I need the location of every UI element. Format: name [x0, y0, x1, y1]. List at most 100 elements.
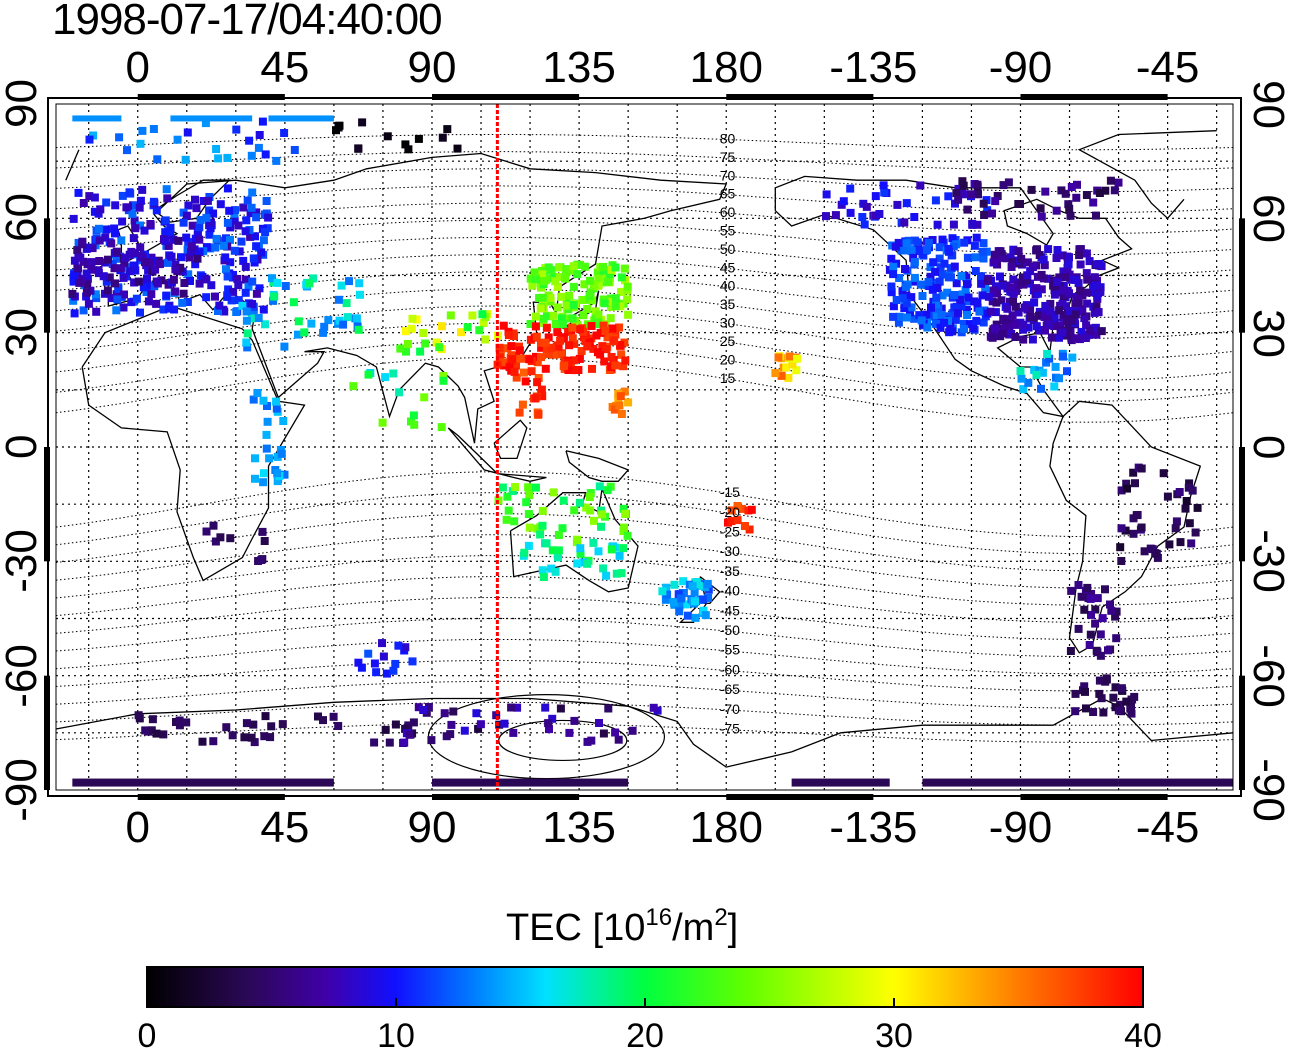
tec-pixel — [279, 417, 288, 425]
x-tick-bottom: -90 — [988, 803, 1053, 852]
tec-pixel — [1091, 619, 1100, 628]
tec-pixel — [943, 288, 952, 297]
tec-pixel — [518, 400, 527, 409]
contour-label: -35 — [720, 563, 740, 579]
australia-coast — [509, 486, 639, 593]
tec-pixel — [959, 181, 968, 190]
tec-pixel — [228, 731, 237, 740]
tec-pixel — [82, 288, 91, 297]
tec-pixel — [103, 286, 112, 295]
tec-pixel — [616, 341, 625, 349]
tec-pixel — [1041, 326, 1049, 335]
tec-pixel — [524, 510, 533, 518]
tec-pixel — [583, 305, 592, 313]
contour-label: -15 — [720, 484, 740, 500]
tec-pixel — [1111, 683, 1120, 692]
tec-pixel — [252, 289, 261, 298]
tec-pixel — [237, 237, 246, 246]
tec-pixel — [1037, 285, 1046, 294]
tec-pixel — [129, 234, 138, 243]
tec-pixel — [1055, 306, 1064, 315]
tec-pixel — [424, 703, 433, 711]
tec-pixel — [931, 267, 940, 276]
tec-pixel — [545, 725, 553, 734]
tec-pixel — [1045, 354, 1054, 363]
tec-pixel — [152, 729, 161, 738]
tec-pixel — [396, 344, 405, 353]
tec-pixel — [940, 259, 949, 268]
tec-pixel — [119, 273, 128, 282]
tec-pixel — [958, 290, 967, 299]
x-tick-top: 180 — [689, 43, 763, 92]
tec-pixel — [513, 703, 522, 712]
contour-label: 20 — [720, 351, 736, 367]
tec-pixel — [611, 728, 620, 737]
tec-pixel — [245, 136, 254, 145]
tec-pixel — [107, 239, 116, 248]
tec-pixel — [1007, 263, 1016, 271]
tec-pixel — [114, 284, 123, 293]
contour-label: -40 — [720, 583, 740, 599]
tec-pixel — [549, 488, 558, 497]
x-tick-top: 0 — [125, 43, 150, 92]
tec-pixel — [935, 277, 944, 286]
tec-pixel — [1003, 304, 1012, 313]
tec-pixel — [1096, 651, 1105, 660]
tec-pixel — [281, 282, 290, 290]
tec-pixel — [594, 274, 603, 283]
tec-pixel — [1187, 539, 1196, 548]
tec-pixel — [591, 314, 600, 323]
tec-pixel — [277, 449, 286, 458]
tec-pixel — [1117, 486, 1126, 495]
tec-pixel — [586, 276, 594, 285]
tec-pixel — [83, 274, 92, 283]
tec-pixel — [649, 703, 658, 712]
tec-pixel — [916, 181, 925, 190]
tec-pixel — [272, 404, 281, 413]
tec-pixel — [1117, 524, 1126, 533]
tec-pixel — [970, 241, 979, 250]
tec-pixel — [177, 253, 185, 262]
tec-pixel — [357, 663, 366, 672]
tec-pixel — [138, 185, 147, 194]
contour-label: -70 — [720, 701, 740, 717]
tec-pixel — [628, 726, 637, 735]
tec-pixel — [280, 342, 289, 351]
tec-pixel — [1117, 557, 1126, 565]
tec-pixel — [495, 720, 504, 729]
y-tick-left: -90 — [0, 758, 46, 822]
y-tick-left: 30 — [0, 307, 46, 357]
tec-pixel — [1082, 704, 1090, 713]
tec-pixel — [163, 194, 172, 203]
tec-pixel — [1008, 257, 1017, 266]
tec-pixel — [378, 639, 386, 648]
tec-pixel — [144, 266, 153, 275]
frame-segment — [726, 94, 874, 100]
tec-pixel — [1044, 245, 1053, 254]
tec-pixel — [557, 350, 566, 359]
tec-pixel — [79, 257, 88, 266]
tec-pixel — [958, 177, 967, 186]
tec-pixel — [1045, 320, 1054, 329]
tec-pixel — [541, 338, 550, 347]
tec-pixel — [998, 329, 1007, 338]
tec-pixel — [858, 213, 867, 221]
tec-pixel — [556, 336, 565, 345]
tec-pixel — [104, 255, 112, 264]
tec-pixel — [416, 347, 425, 356]
tec-pixel — [234, 296, 243, 305]
tec-pixel — [986, 307, 995, 316]
contour-label: -20 — [720, 504, 740, 520]
tec-pixel — [74, 188, 83, 197]
tec-pixel — [1082, 269, 1091, 278]
tec-pixel — [203, 196, 212, 205]
tec-pixel — [223, 184, 232, 193]
tec-pixel — [607, 545, 616, 554]
tec-pixel — [568, 334, 577, 343]
tec-pixel — [1087, 590, 1096, 598]
tec-pixel — [598, 342, 607, 351]
tec-pixel — [214, 154, 223, 163]
tec-pixel — [121, 253, 130, 262]
tec-pixel — [538, 506, 547, 515]
tec-pixel — [224, 285, 233, 294]
